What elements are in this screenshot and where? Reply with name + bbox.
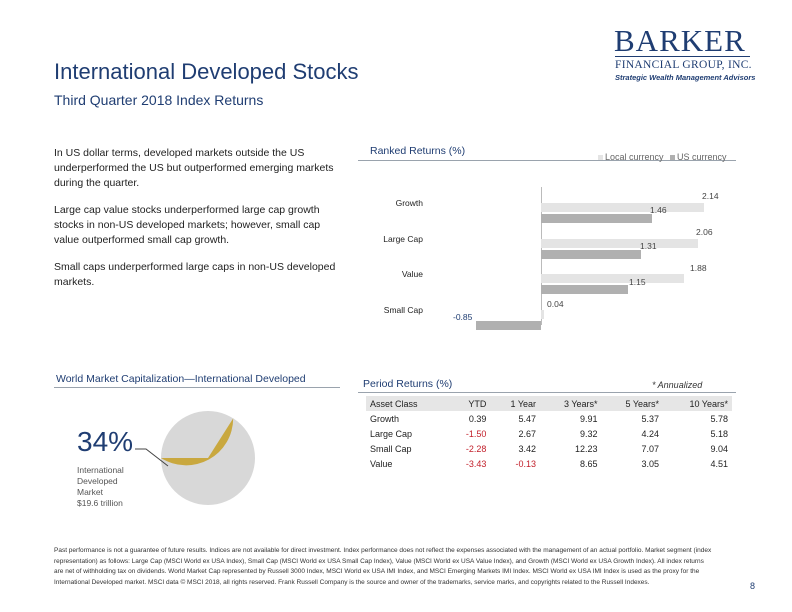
value-large-cap-us: 1.31 (640, 241, 657, 251)
table-row: Growth 0.39 5.47 9.91 5.37 5.78 (366, 411, 732, 426)
value-small-cap-us: -0.85 (453, 312, 473, 322)
cell-1-year: 5.47 (518, 413, 537, 424)
bar-value-us (541, 285, 629, 294)
chart-legend: Local currency US currency (598, 152, 727, 162)
cell-5-years: 3.05 (641, 458, 660, 469)
value-large-cap-local: 2.06 (696, 227, 713, 237)
disclosure-footnote: Past performance is not a guarantee of f… (54, 547, 712, 586)
period-returns-label: Period Returns (%) (363, 378, 453, 390)
cell-10-years: 9.04 (710, 443, 728, 454)
ranked-returns-rule (358, 160, 736, 161)
cell-asset-class: Large Cap (370, 428, 413, 439)
cell-3-years: 8.65 (580, 458, 598, 469)
market-cap-line-3: Market (77, 487, 103, 497)
market-cap-line-2: Developed (77, 476, 118, 486)
value-growth-us: 1.46 (650, 205, 667, 215)
category-label-value: Value (401, 269, 423, 279)
cell-1-year: 2.67 (518, 428, 537, 439)
col-header-3-years: 3 Years* (540, 396, 602, 411)
value-value-us: 1.15 (629, 277, 646, 287)
page-number: 8 (750, 581, 756, 591)
bar-large-cap-local (541, 239, 698, 248)
col-header-ytd: YTD (448, 396, 491, 411)
cell-10-years: 5.78 (710, 413, 728, 424)
market-cap-percent: 34% (77, 426, 134, 457)
legend-label-us: US currency (677, 152, 727, 162)
table-row: Small Cap -2.28 3.42 12.23 7.07 9.04 (366, 441, 732, 456)
commentary-paragraph-2: Large cap value stocks underperformed la… (54, 204, 321, 246)
cell-3-years: 9.32 (580, 428, 598, 439)
cell-asset-class: Value (370, 458, 393, 469)
cell-3-years: 12.23 (575, 443, 598, 454)
category-label-small-cap: Small Cap (383, 305, 423, 315)
value-growth-local: 2.14 (702, 191, 719, 201)
cell-ytd: -2.28 (465, 443, 487, 454)
market-cap-label: World Market Capitalization—Internationa… (56, 373, 306, 385)
table-header-row: Asset Class YTD 1 Year 3 Years* 5 Years*… (366, 396, 732, 411)
commentary-paragraph-1: In US dollar terms, developed markets ou… (54, 147, 334, 189)
market-cap-line-1: International (77, 465, 124, 475)
cell-ytd: -1.50 (465, 428, 487, 439)
cell-asset-class: Growth (370, 413, 400, 424)
cell-3-years: 9.91 (580, 413, 598, 424)
bar-small-cap-local (541, 310, 545, 319)
logo-tagline: Strategic Wealth Management Advisors (615, 73, 756, 82)
pie-slice-developed (161, 418, 234, 466)
annualized-note: * Annualized (652, 380, 703, 390)
value-small-cap-local: 0.04 (547, 299, 564, 309)
page-title: International Developed Stocks (54, 59, 359, 84)
bar-small-cap-us (476, 321, 541, 330)
col-header-asset-class: Asset Class (366, 396, 449, 411)
logo-name: BARKER (614, 23, 746, 58)
cell-10-years: 4.51 (710, 458, 728, 469)
logo-company: FINANCIAL GROUP, INC. (615, 59, 752, 71)
ranked-returns-label: Ranked Returns (%) (370, 145, 466, 157)
col-header-5-years: 5 Years* (601, 396, 664, 411)
legend-swatch-local (598, 155, 603, 161)
cell-5-years: 4.24 (641, 428, 660, 439)
callout-line (135, 448, 169, 467)
bar-growth-us (541, 214, 652, 223)
bar-growth-local (541, 203, 704, 212)
market-cap-rule (54, 387, 340, 388)
value-value-local: 1.88 (690, 263, 707, 273)
logo-divider (615, 56, 750, 57)
cell-asset-class: Small Cap (370, 443, 412, 454)
cell-1-year: -0.13 (515, 458, 537, 469)
cell-5-years: 5.37 (641, 413, 660, 424)
cell-5-years: 7.07 (641, 443, 660, 454)
category-label-large-cap: Large Cap (383, 234, 423, 244)
legend-swatch-us (670, 155, 676, 161)
bar-value-local (541, 274, 684, 283)
cell-ytd: -3.43 (465, 458, 487, 469)
market-cap-pie (161, 410, 255, 506)
period-returns-rule (358, 392, 736, 393)
market-cap-line-4: $19.6 trillion (77, 498, 123, 508)
bar-large-cap-us (541, 250, 641, 259)
legend-label-local: Local currency (605, 152, 664, 162)
col-header-10-years: 10 Years* (663, 396, 732, 411)
col-header-1-year: 1 Year (490, 396, 541, 411)
category-label-growth: Growth (395, 198, 423, 208)
market-cap-description: International Developed Market $19.6 tri… (77, 465, 137, 509)
cell-ytd: 0.39 (468, 413, 487, 424)
table-row: Value -3.43 -0.13 8.65 3.05 4.51 (366, 456, 732, 471)
period-returns-table: Asset Class YTD 1 Year 3 Years* 5 Years*… (366, 396, 732, 471)
page-subtitle: Third Quarter 2018 Index Returns (54, 92, 264, 108)
cell-10-years: 5.18 (710, 428, 728, 439)
table-row: Large Cap -1.50 2.67 9.32 4.24 5.18 (366, 426, 732, 441)
commentary-paragraph-3: Small caps underperformed large caps in … (54, 261, 336, 288)
cell-1-year: 3.42 (518, 443, 537, 454)
